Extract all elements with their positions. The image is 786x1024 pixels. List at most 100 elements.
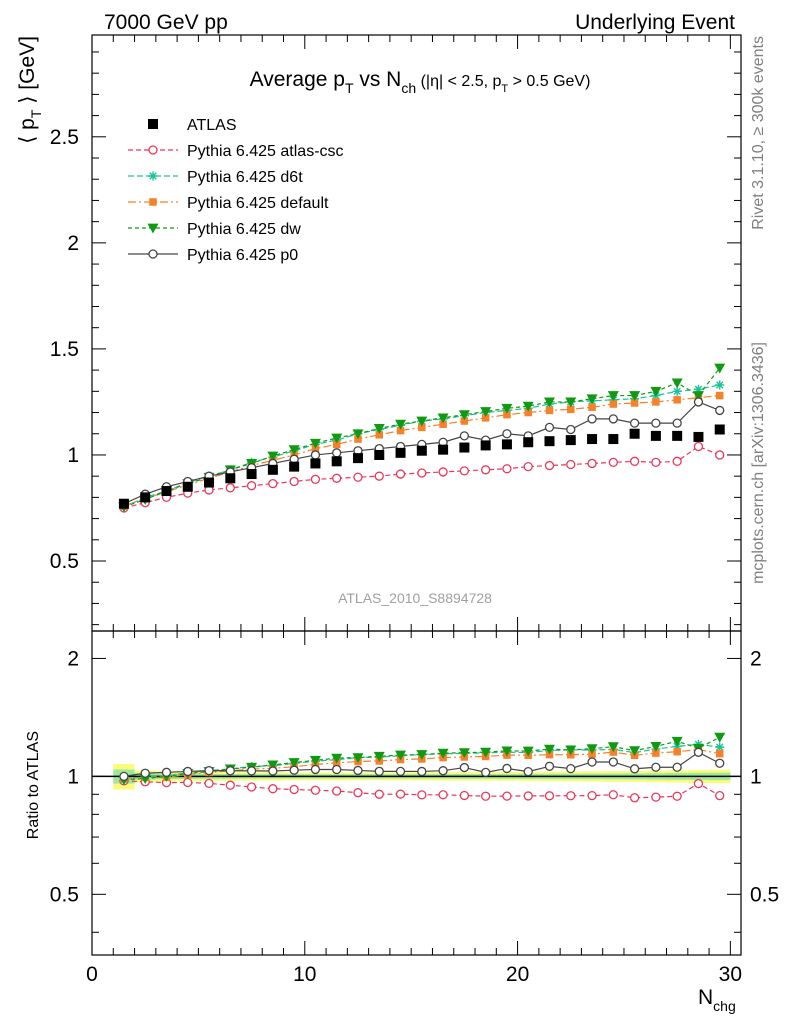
- series-point: [715, 450, 725, 460]
- series-5-ratio: [119, 747, 725, 782]
- series-ratio-point: [268, 766, 278, 776]
- series-ratio-point: [246, 782, 257, 792]
- x-axis-label: Nchg: [698, 986, 736, 1014]
- series-point: [310, 450, 321, 460]
- series-point: [288, 445, 300, 456]
- series-point: [460, 417, 469, 425]
- series-ratio-point: [183, 766, 193, 777]
- series-ratio-point: [566, 763, 576, 774]
- series-ratio-point: [309, 755, 321, 766]
- series-ratio-point: [459, 762, 470, 773]
- series-point: [310, 474, 321, 484]
- series-ratio-point: [395, 766, 406, 777]
- data-point: [438, 444, 449, 455]
- series-point: [246, 481, 257, 491]
- series-point: [692, 391, 704, 402]
- data-point: [374, 449, 385, 460]
- series-ratio-point: [480, 747, 492, 758]
- series-ratio-point: [714, 732, 726, 743]
- series-ratio-point: [438, 766, 448, 776]
- series-ratio-point: [459, 790, 470, 801]
- series-ratio-point: [672, 762, 682, 772]
- series-point: [268, 478, 278, 489]
- legend-label: Pythia 6.425 default: [187, 195, 329, 212]
- series-point: [481, 465, 491, 475]
- series-point: [374, 471, 384, 481]
- series-ratio-point: [331, 753, 343, 764]
- x-tick-label: 30: [719, 963, 742, 986]
- data-point: [267, 464, 278, 475]
- series-point: [586, 394, 598, 405]
- data-point: [140, 492, 151, 503]
- legend-label: Pythia 6.425 d6t: [187, 169, 303, 186]
- header-energy-label: 7000 GeV pp: [104, 11, 228, 34]
- rivet-version-label: Rivet 3.1.10, ≥ 300k events: [750, 36, 767, 230]
- series-ratio-point: [438, 790, 448, 800]
- series-point: [544, 460, 555, 471]
- series-point: [331, 433, 343, 444]
- y-tick-label: 0.5: [50, 550, 79, 573]
- series-point: [481, 414, 490, 422]
- series-point: [543, 397, 555, 408]
- series-ratio-line: [123, 748, 720, 780]
- data-point: [118, 498, 129, 509]
- series-ratio-point: [268, 784, 278, 794]
- data-point: [714, 424, 725, 435]
- series-ratio-point: [204, 765, 214, 776]
- series-point: [225, 483, 235, 493]
- series-ratio-point: [289, 765, 299, 775]
- ratio-tick-label-left: 2: [67, 647, 79, 670]
- series-point: [588, 403, 596, 411]
- data-point: [629, 428, 640, 439]
- data-point: [523, 437, 534, 448]
- y-axis-label: ⟨ pT ⟩ [GeV]: [16, 36, 44, 144]
- series-ratio-point: [501, 746, 513, 757]
- series-point: [524, 408, 532, 417]
- series-point: [651, 418, 661, 428]
- series-point: [714, 363, 726, 374]
- analysis-watermark: ATLAS_2010_S8894728: [338, 590, 492, 606]
- legend-marker: [147, 223, 159, 234]
- series-point: [630, 399, 639, 407]
- series-ratio-point: [629, 746, 641, 757]
- series-ratio-point: [288, 758, 300, 769]
- series-ratio-point: [608, 757, 618, 767]
- data-point: [480, 440, 491, 451]
- series-ratio-point: [545, 750, 554, 759]
- series-ratio-point: [651, 762, 661, 772]
- series-point: [375, 431, 384, 439]
- series-ratio-point: [353, 788, 363, 798]
- series-ratio-point: [373, 751, 385, 762]
- series-ratio-point: [715, 791, 725, 801]
- series-point: [438, 467, 448, 477]
- legend-marker: [148, 145, 158, 155]
- data-point: [225, 473, 236, 484]
- data-point: [161, 486, 172, 497]
- series-ratio-point: [673, 747, 681, 756]
- series-point: [587, 458, 597, 469]
- series-ratio-point: [544, 761, 555, 771]
- series-ratio-point: [140, 768, 150, 778]
- series-point: [671, 378, 683, 389]
- series-ratio-point: [246, 766, 257, 776]
- data-point: [182, 481, 193, 492]
- plot-title: Average pT vs Nch (|η| < 2.5, pT > 0.5 G…: [250, 68, 591, 96]
- series-point: [693, 441, 704, 452]
- x-tick-label: 20: [506, 963, 529, 986]
- series-ratio-point: [693, 747, 704, 757]
- data-point: [565, 435, 576, 446]
- data-point: [501, 439, 512, 450]
- legend-label: Pythia 6.425 dw: [187, 221, 301, 238]
- series-point: [651, 457, 661, 468]
- series-point: [672, 456, 682, 466]
- legend: ATLAS Pythia 6.425 atlas-csc Pythia 6.425 …: [128, 117, 344, 264]
- series-ratio-point: [543, 744, 555, 755]
- data-point: [693, 431, 704, 442]
- data-point: [331, 456, 342, 467]
- data-point: [395, 447, 406, 458]
- legend-entry: Pythia 6.425 dw: [128, 221, 301, 238]
- series-1-ratio: [119, 776, 725, 803]
- series-point: [672, 386, 682, 396]
- series-point: [607, 391, 619, 402]
